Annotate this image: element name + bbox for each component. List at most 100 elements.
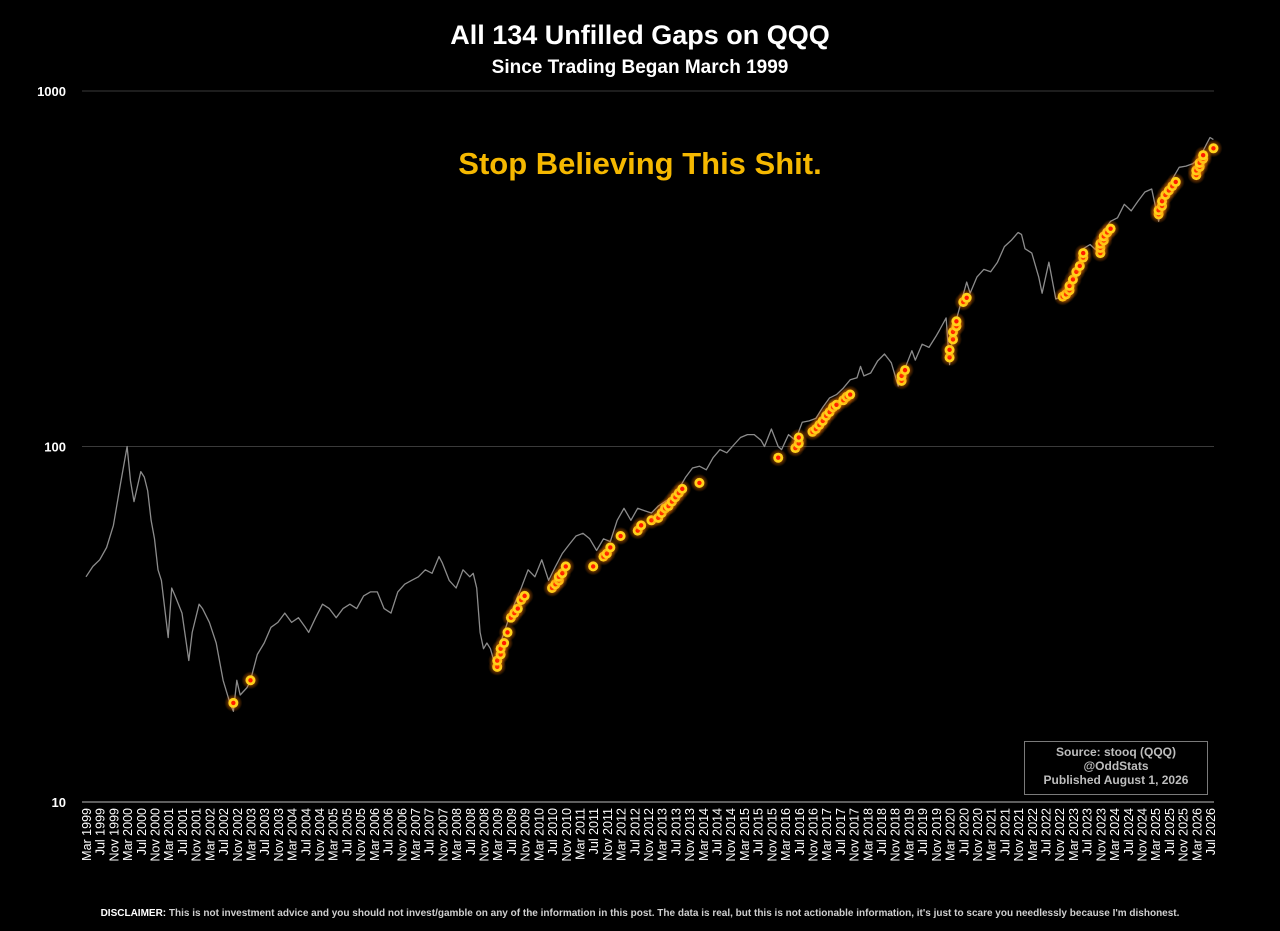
x-tick-label: Mar 2026 <box>1190 808 1204 861</box>
x-tick-label: Jul 2016 <box>793 808 807 855</box>
gap-marker-center <box>954 319 959 324</box>
x-tick-label: Nov 2015 <box>765 808 779 862</box>
x-tick-label: Nov 2014 <box>724 808 738 862</box>
x-tick-label: Mar 2009 <box>491 808 505 861</box>
x-tick-label: Nov 2011 <box>601 808 615 861</box>
x-tick-label: Jul 2025 <box>1163 808 1177 855</box>
x-tick-label: Nov 2006 <box>395 808 409 862</box>
gap-marker-center <box>697 480 702 486</box>
source-box: Source: stooq (QQQ) @OddStats Published … <box>1024 741 1208 795</box>
gap-marker <box>498 623 517 642</box>
gridlines <box>82 90 1214 803</box>
x-tick-label: Nov 2024 <box>1135 808 1149 862</box>
gap-marker <box>241 671 260 690</box>
x-tick-label: Mar 2002 <box>203 808 217 861</box>
published-date: Published August 1, 2026 <box>1043 773 1189 787</box>
disclaimer-text: This is not investment advice and you sh… <box>168 908 1180 919</box>
gap-marker-center <box>248 678 253 683</box>
gap-marker <box>611 527 630 546</box>
x-tick-label: Mar 2012 <box>615 808 629 861</box>
x-tick-label: Mar 2004 <box>286 808 300 861</box>
gap-marker <box>515 586 534 605</box>
gap-marker-center <box>231 700 236 706</box>
x-tick-label: Mar 2017 <box>820 808 834 861</box>
gap-marker-center <box>1173 179 1178 185</box>
x-tick-label: Jul 2026 <box>1204 808 1218 855</box>
x-tick-label: Mar 2006 <box>368 808 382 861</box>
x-tick-label: Nov 2008 <box>478 808 492 862</box>
x-tick-label: Mar 2015 <box>738 808 752 861</box>
gap-marker-center <box>501 640 507 646</box>
x-tick-label: Mar 2022 <box>1026 808 1040 861</box>
gap-marker <box>896 361 915 380</box>
x-tick-label: Jul 2007 <box>423 808 437 855</box>
gap-marker-center <box>947 347 952 353</box>
gap-marker-center <box>776 455 781 460</box>
x-tick-label: Mar 2000 <box>121 808 135 861</box>
x-tick-label: Jul 2000 <box>135 808 149 855</box>
x-tick-label: Nov 2016 <box>806 808 820 862</box>
x-tick-label: Jul 2014 <box>711 808 725 855</box>
gap-marker-center <box>618 533 623 539</box>
x-tick-label: Mar 2020 <box>944 808 958 861</box>
gap-marker <box>1101 219 1120 238</box>
chart-subtitle: Since Trading Began March 1999 <box>491 57 789 78</box>
x-tick-label: Nov 2018 <box>889 808 903 862</box>
gap-marker-center <box>1108 226 1113 231</box>
x-axis-ticks: Mar 1999 Jul 1999 Nov 1999 Mar 2000 Jul 2000… <box>80 808 1218 862</box>
x-tick-label: Mar 2003 <box>244 808 258 861</box>
x-tick-label: Jul 2002 <box>217 808 231 855</box>
x-tick-label: Jul 2021 <box>998 808 1012 855</box>
x-tick-label: Mar 2024 <box>1108 808 1122 861</box>
gap-marker <box>957 288 976 307</box>
gap-marker-center <box>505 630 510 635</box>
gap-marker-center <box>847 392 853 397</box>
gap-marker <box>224 693 243 712</box>
y-tick-label: 1000 <box>37 84 66 99</box>
x-tick-label: Mar 1999 <box>80 808 94 861</box>
x-tick-label: Nov 2012 <box>642 808 656 862</box>
gap-marker <box>1204 139 1223 158</box>
x-tick-label: Nov 2009 <box>519 808 533 862</box>
x-tick-label: Mar 2025 <box>1149 808 1163 861</box>
x-tick-label: Nov 2005 <box>354 808 368 862</box>
x-tick-label: Jul 2024 <box>1122 808 1136 855</box>
y-axis-ticks: 10 100 1000 <box>37 84 66 810</box>
x-tick-label: Jul 2023 <box>1081 808 1095 855</box>
x-tick-label: Mar 2019 <box>902 808 916 861</box>
x-tick-label: Jul 2011 <box>587 808 601 854</box>
gap-marker-center <box>796 435 801 440</box>
gap-marker <box>601 538 620 557</box>
x-tick-label: Nov 2000 <box>149 808 163 862</box>
x-tick-label: Mar 2021 <box>985 808 999 861</box>
gap-marker-center <box>1081 250 1086 256</box>
x-tick-label: Nov 1999 <box>107 808 121 862</box>
x-tick-label: Jul 2009 <box>505 808 519 855</box>
x-tick-label: Jul 2022 <box>1040 808 1054 855</box>
gap-marker-center <box>590 564 596 569</box>
x-tick-label: Jul 2019 <box>916 808 930 855</box>
x-tick-label: Nov 2007 <box>436 808 450 862</box>
price-series <box>85 136 1214 712</box>
x-tick-label: Nov 2013 <box>683 808 697 862</box>
source-line: Source: stooq (QQQ) <box>1056 745 1176 759</box>
disclaimer-label: DISCLAIMER: <box>100 908 167 919</box>
gap-marker <box>673 479 692 498</box>
y-tick-label: 10 <box>52 795 66 810</box>
x-tick-label: Mar 2018 <box>861 808 875 861</box>
gap-marker-center <box>608 545 613 550</box>
disclaimer: DISCLAIMER: This is not investment advic… <box>0 908 1280 919</box>
x-tick-label: Mar 2013 <box>656 808 670 861</box>
x-tick-label: Nov 2003 <box>272 808 286 862</box>
x-tick-label: Jul 2005 <box>340 808 354 855</box>
x-tick-label: Mar 2008 <box>450 808 464 861</box>
gap-marker <box>841 385 860 404</box>
x-tick-label: Jul 2004 <box>299 808 313 855</box>
x-tick-label: Nov 2019 <box>930 808 944 862</box>
x-tick-label: Nov 2017 <box>848 808 862 862</box>
gap-marker-center <box>680 486 685 492</box>
gap-marker-center <box>522 593 527 599</box>
x-tick-label: Jul 2003 <box>258 808 272 855</box>
x-tick-label: Mar 2014 <box>697 808 711 861</box>
x-tick-label: Nov 2004 <box>313 808 327 862</box>
